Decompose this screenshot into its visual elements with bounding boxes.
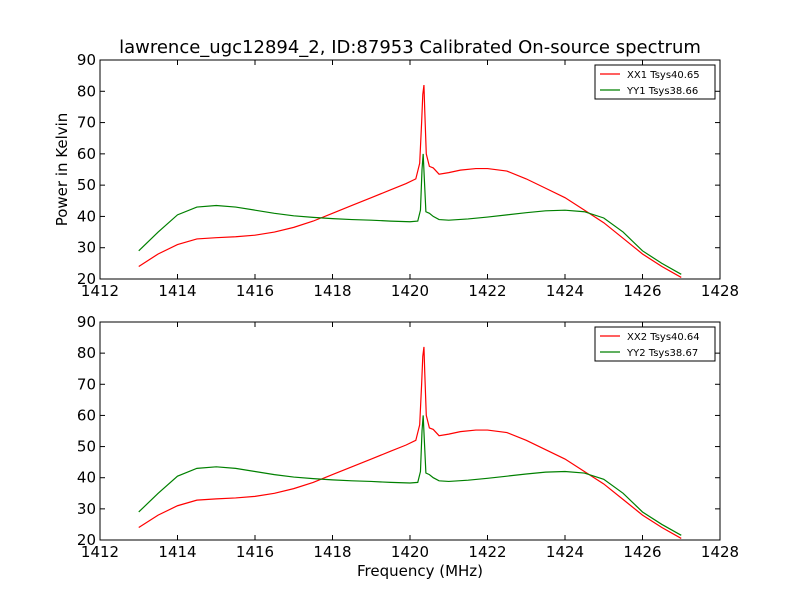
x-tick-label: 1412	[81, 282, 119, 300]
y-axis-label: Power in Kelvin	[53, 113, 71, 227]
y-tick-label: 50	[77, 176, 96, 194]
legend: XX1 Tsys40.65 YY1 Tsys38.66	[594, 64, 716, 100]
x-tick-label: 1414	[158, 282, 196, 300]
x-tick-label: 1418	[313, 543, 351, 561]
x-tick-label: 1424	[546, 543, 584, 561]
x-tick-label: 1426	[623, 543, 661, 561]
y-tick-label: 90	[77, 51, 96, 69]
x-tick-label: 1416	[236, 282, 274, 300]
x-tick-label: 1418	[313, 282, 351, 300]
legend-entry: XX1 Tsys40.65	[627, 70, 700, 81]
plot-bottom: 1412 1414 1416 1418 1420 1422 1424 1426 1428 20 30…	[77, 313, 739, 580]
y-tick-label: 70	[77, 375, 96, 393]
legend: XX2 Tsys40.64 YY2 Tsys38.67	[594, 326, 716, 362]
series-line-1	[138, 346, 682, 539]
x-tick-label: 1420	[391, 282, 429, 300]
y-tick-label: 60	[77, 406, 96, 424]
legend-entry: YY2 Tsys38.67	[626, 348, 698, 359]
x-tick-label: 1414	[158, 543, 196, 561]
y-tick-label: 40	[77, 469, 96, 487]
x-tick-label: 1422	[468, 282, 506, 300]
y-tick-label: 40	[77, 207, 96, 225]
x-tick-label: 1428	[701, 543, 739, 561]
y-tick-label: 70	[77, 114, 96, 132]
series-line-2	[138, 415, 682, 536]
legend-box	[594, 64, 716, 100]
legend-entry: XX2 Tsys40.64	[627, 332, 700, 343]
y-tick-label: 50	[77, 438, 96, 456]
legend-box	[594, 326, 716, 362]
series-line-2	[138, 153, 682, 275]
y-tick-label: 60	[77, 145, 96, 163]
x-tick-label: 1416	[236, 543, 274, 561]
x-tick-label: 1424	[546, 282, 584, 300]
figure-title: lawrence_ugc12894_2, ID:87953 Calibrated…	[119, 37, 701, 58]
x-tick-label: 1420	[391, 543, 429, 561]
y-tick-label: 20	[77, 270, 96, 288]
x-axis-label: Frequency (MHz)	[357, 562, 483, 580]
y-tick-label: 30	[77, 500, 96, 518]
x-tick-label: 1412	[81, 543, 119, 561]
y-tick-label: 80	[77, 82, 96, 100]
x-tick-label: 1422	[468, 543, 506, 561]
series-line-1	[138, 84, 682, 278]
legend-entry: YY1 Tsys38.66	[626, 86, 698, 97]
y-tick-label: 80	[77, 344, 96, 362]
plot-top: 1412 1414 1416 1418 1420 1422 1424 1426 1428 20 30…	[53, 51, 739, 300]
y-tick-label: 20	[77, 531, 96, 549]
x-tick-label: 1426	[623, 282, 661, 300]
y-tick-label: 90	[77, 313, 96, 331]
x-tick-label: 1428	[701, 282, 739, 300]
y-tick-label: 30	[77, 239, 96, 257]
